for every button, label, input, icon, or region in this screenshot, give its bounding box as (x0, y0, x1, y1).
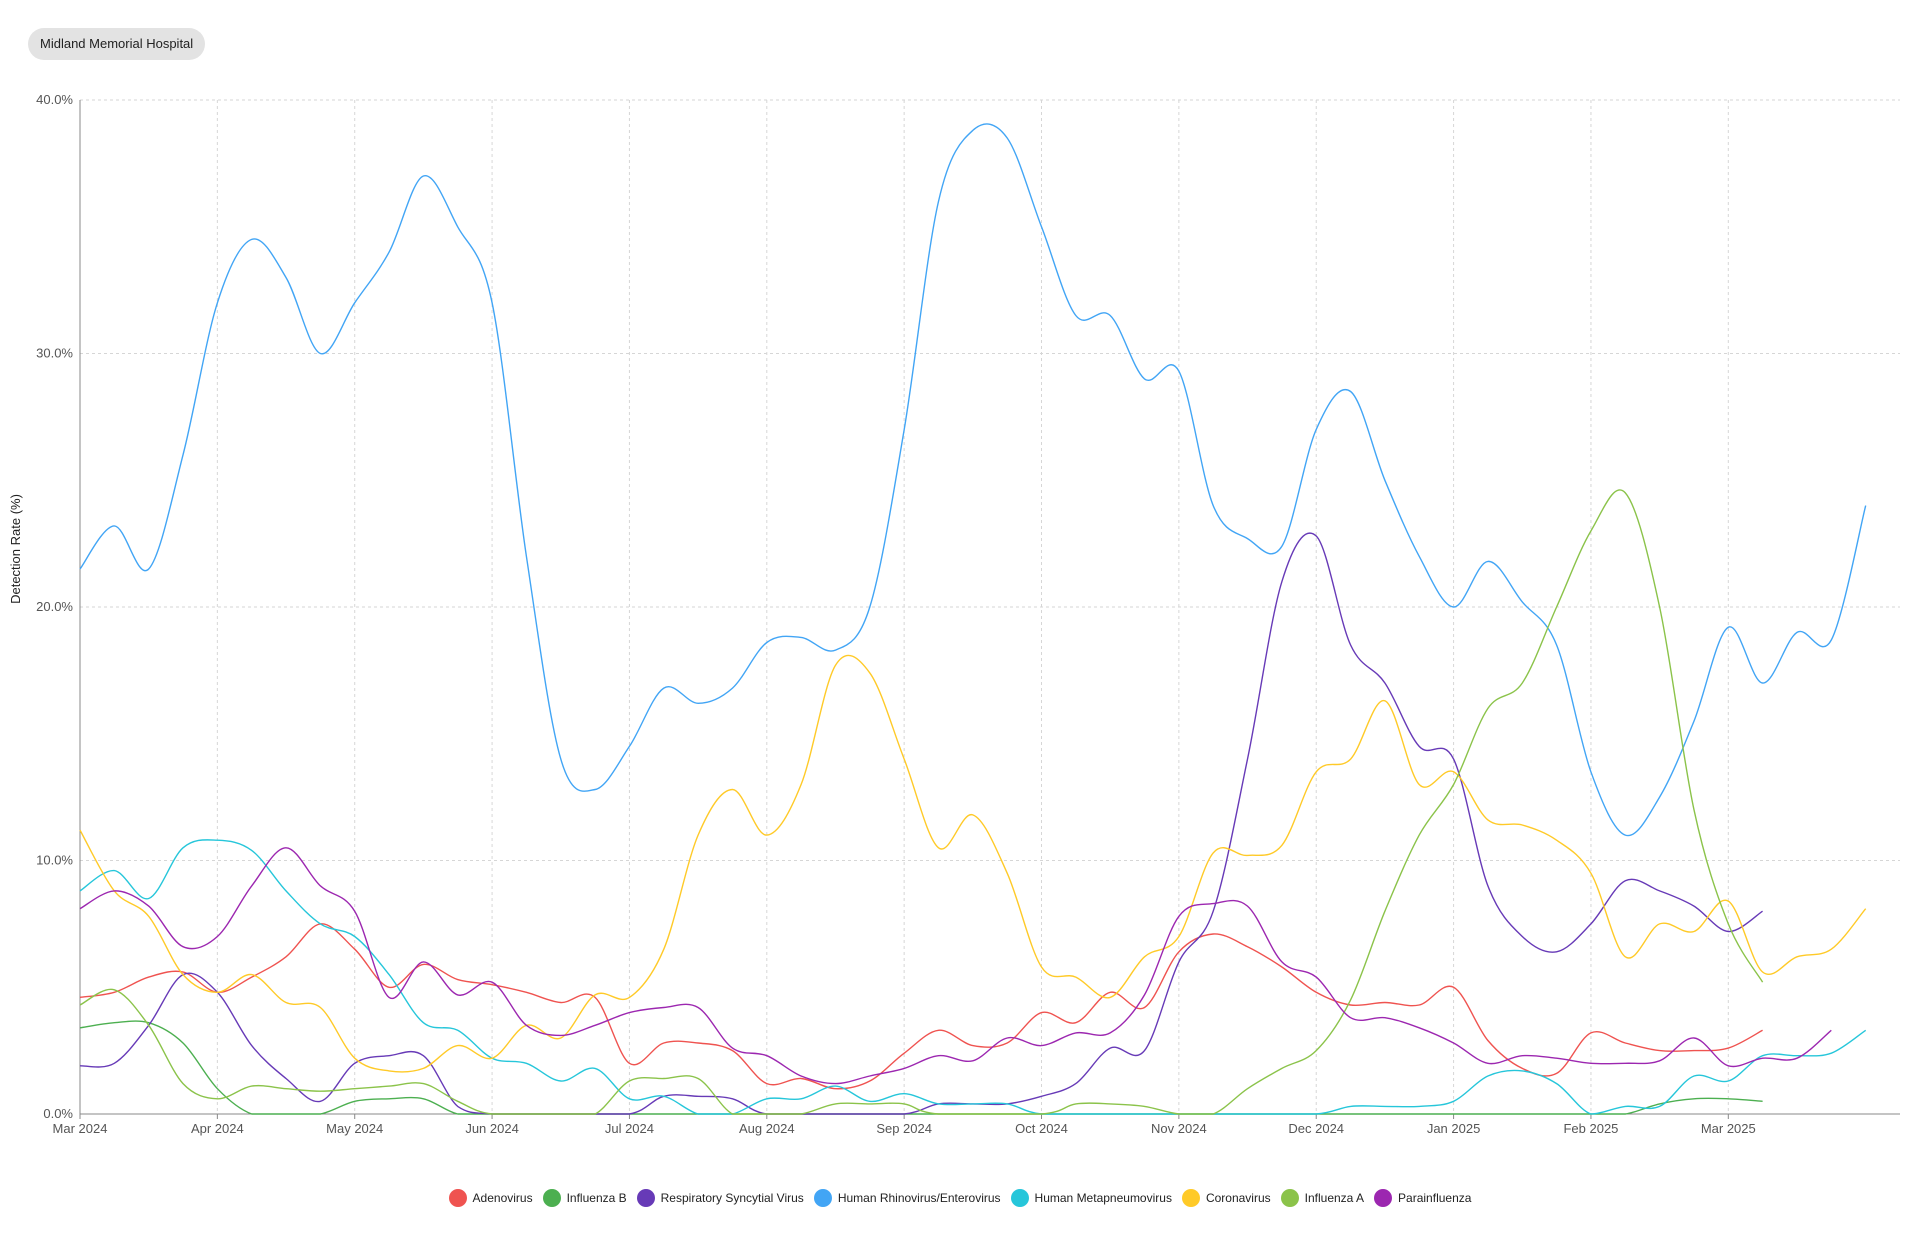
series-line-parainfluenza (79, 847, 1832, 1085)
series-line-respiratory-syncytial-virus (79, 532, 1763, 1115)
legend-item-influenza-b[interactable]: Influenza B (542, 1189, 627, 1207)
legend-swatch-icon (448, 1189, 467, 1207)
x-tick-label: Mar 2025 (1701, 1121, 1756, 1136)
x-tick-label: Oct 2024 (1015, 1121, 1068, 1136)
legend-label: Influenza A (1304, 1191, 1365, 1205)
legend-swatch-icon (542, 1189, 561, 1207)
legend-label: Human Rhinovirus/Enterovirus (837, 1191, 1001, 1205)
x-tick-label: Apr 2024 (191, 1121, 244, 1136)
legend-item-adenovirus[interactable]: Adenovirus (448, 1189, 533, 1207)
y-tick-label: 20.0% (36, 599, 73, 614)
series-line-human-rhinovirus-enterovirus (79, 123, 1867, 837)
legend-label: Respiratory Syncytial Virus (660, 1191, 804, 1205)
legend-item-coronavirus[interactable]: Coronavirus (1181, 1189, 1271, 1207)
legend-item-respiratory-syncytial-virus[interactable]: Respiratory Syncytial Virus (636, 1189, 804, 1207)
y-tick-label: 0.0% (43, 1106, 73, 1121)
x-tick-label: Feb 2025 (1563, 1121, 1618, 1136)
x-tick-label: Sep 2024 (876, 1121, 932, 1136)
x-tick-label: Jun 2024 (465, 1121, 519, 1136)
x-tick-label: Dec 2024 (1288, 1121, 1344, 1136)
legend-label: Influenza B (566, 1191, 627, 1205)
grid (80, 99, 1900, 1115)
legend-item-parainfluenza[interactable]: Parainfluenza (1374, 1189, 1471, 1207)
y-tick-label: 10.0% (36, 853, 73, 868)
y-tick-label: 30.0% (36, 346, 73, 361)
series-line-coronavirus (79, 654, 1867, 1073)
axes: 0.0% 10.0% 20.0% 30.0% 40.0% Mar 2024 Apr 2024… (36, 92, 1900, 1136)
hospital-filter-chip[interactable]: Midland Memorial Hospital (28, 28, 206, 60)
x-tick-label: Nov 2024 (1151, 1121, 1207, 1136)
series-line-influenza-b (79, 1020, 1763, 1115)
legend-swatch-icon (636, 1189, 655, 1207)
legend-label: Human Metapneumovirus (1034, 1191, 1172, 1205)
y-tick-label: 40.0% (36, 92, 73, 107)
legend-item-influenza-a[interactable]: Influenza A (1280, 1189, 1365, 1207)
x-tick-label: Aug 2024 (739, 1121, 795, 1136)
series-line-human-metapneumovirus (79, 839, 1867, 1115)
legend-swatch-icon (813, 1189, 832, 1207)
series-line-influenza-a (79, 489, 1764, 1115)
legend-swatch-icon (1010, 1189, 1029, 1207)
series-lines (79, 123, 1867, 1115)
x-tick-label: Mar 2024 (53, 1121, 108, 1136)
legend-swatch-icon (1374, 1189, 1393, 1207)
legend-swatch-icon (1181, 1189, 1200, 1207)
legend-label: Coronavirus (1205, 1191, 1271, 1205)
legend-item-human-metapneumovirus[interactable]: Human Metapneumovirus (1010, 1189, 1172, 1207)
legend-swatch-icon (1280, 1189, 1299, 1207)
legend-item-human-rhinovirus-enterovirus[interactable]: Human Rhinovirus/Enterovirus (813, 1189, 1001, 1207)
x-tick-label: Jul 2024 (605, 1121, 654, 1136)
x-tick-label: Jan 2025 (1427, 1121, 1481, 1136)
series-line-adenovirus (79, 923, 1763, 1090)
legend-label: Adenovirus (472, 1191, 533, 1205)
y-axis-title: Detection Rate (%) (8, 494, 23, 604)
chart-legend: Adenovirus Influenza B Respiratory Syncyti… (0, 1189, 1920, 1207)
legend-label: Parainfluenza (1398, 1191, 1472, 1205)
x-tick-label: May 2024 (326, 1121, 383, 1136)
